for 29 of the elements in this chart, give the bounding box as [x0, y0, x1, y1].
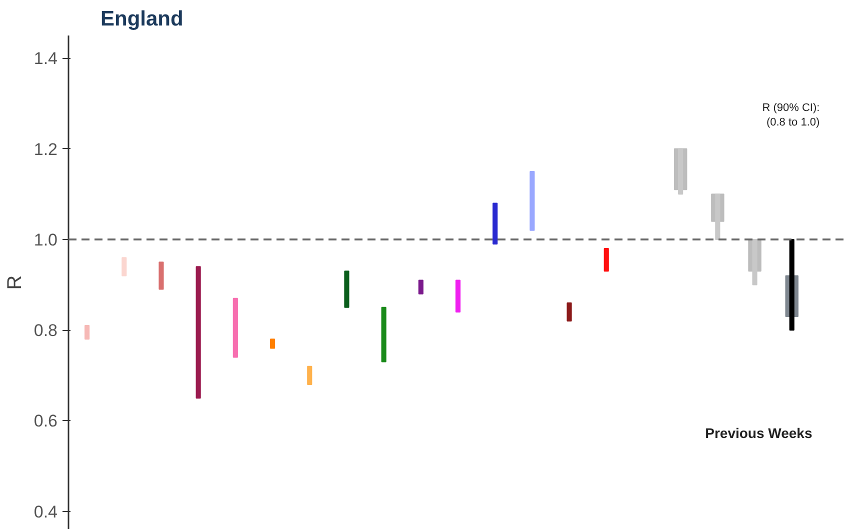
bar: [604, 248, 609, 272]
annotation: R (90% CI): (0.8 to 1.0): [762, 102, 820, 128]
bar: [381, 306, 386, 362]
bar: [84, 325, 90, 340]
bar: [122, 257, 127, 276]
chart-title: England: [100, 8, 184, 30]
bar: [789, 238, 794, 331]
bar: [455, 280, 461, 312]
bar: [344, 270, 350, 308]
y-tick-label: 0.6: [34, 412, 58, 431]
y-tick-label: 0.8: [34, 321, 58, 340]
y-tick-label: 0.4: [34, 502, 58, 522]
y-tick-label: 1.0: [34, 230, 58, 250]
y-tick-label: 1.4: [34, 49, 58, 68]
y-axis-title: R: [4, 275, 26, 290]
bar: [158, 262, 164, 290]
bar: [270, 338, 276, 349]
bar: [678, 148, 684, 195]
annotation: Previous Weeks: [705, 425, 812, 442]
bar: [715, 194, 720, 240]
bar: [566, 302, 572, 322]
bar: [418, 280, 424, 294]
y-tick-label: 1.2: [34, 140, 58, 159]
bar: [530, 170, 535, 231]
bar: [196, 266, 201, 399]
bar: [232, 298, 238, 358]
bar: [492, 202, 498, 244]
bar: [307, 366, 312, 385]
bar: [752, 238, 758, 286]
